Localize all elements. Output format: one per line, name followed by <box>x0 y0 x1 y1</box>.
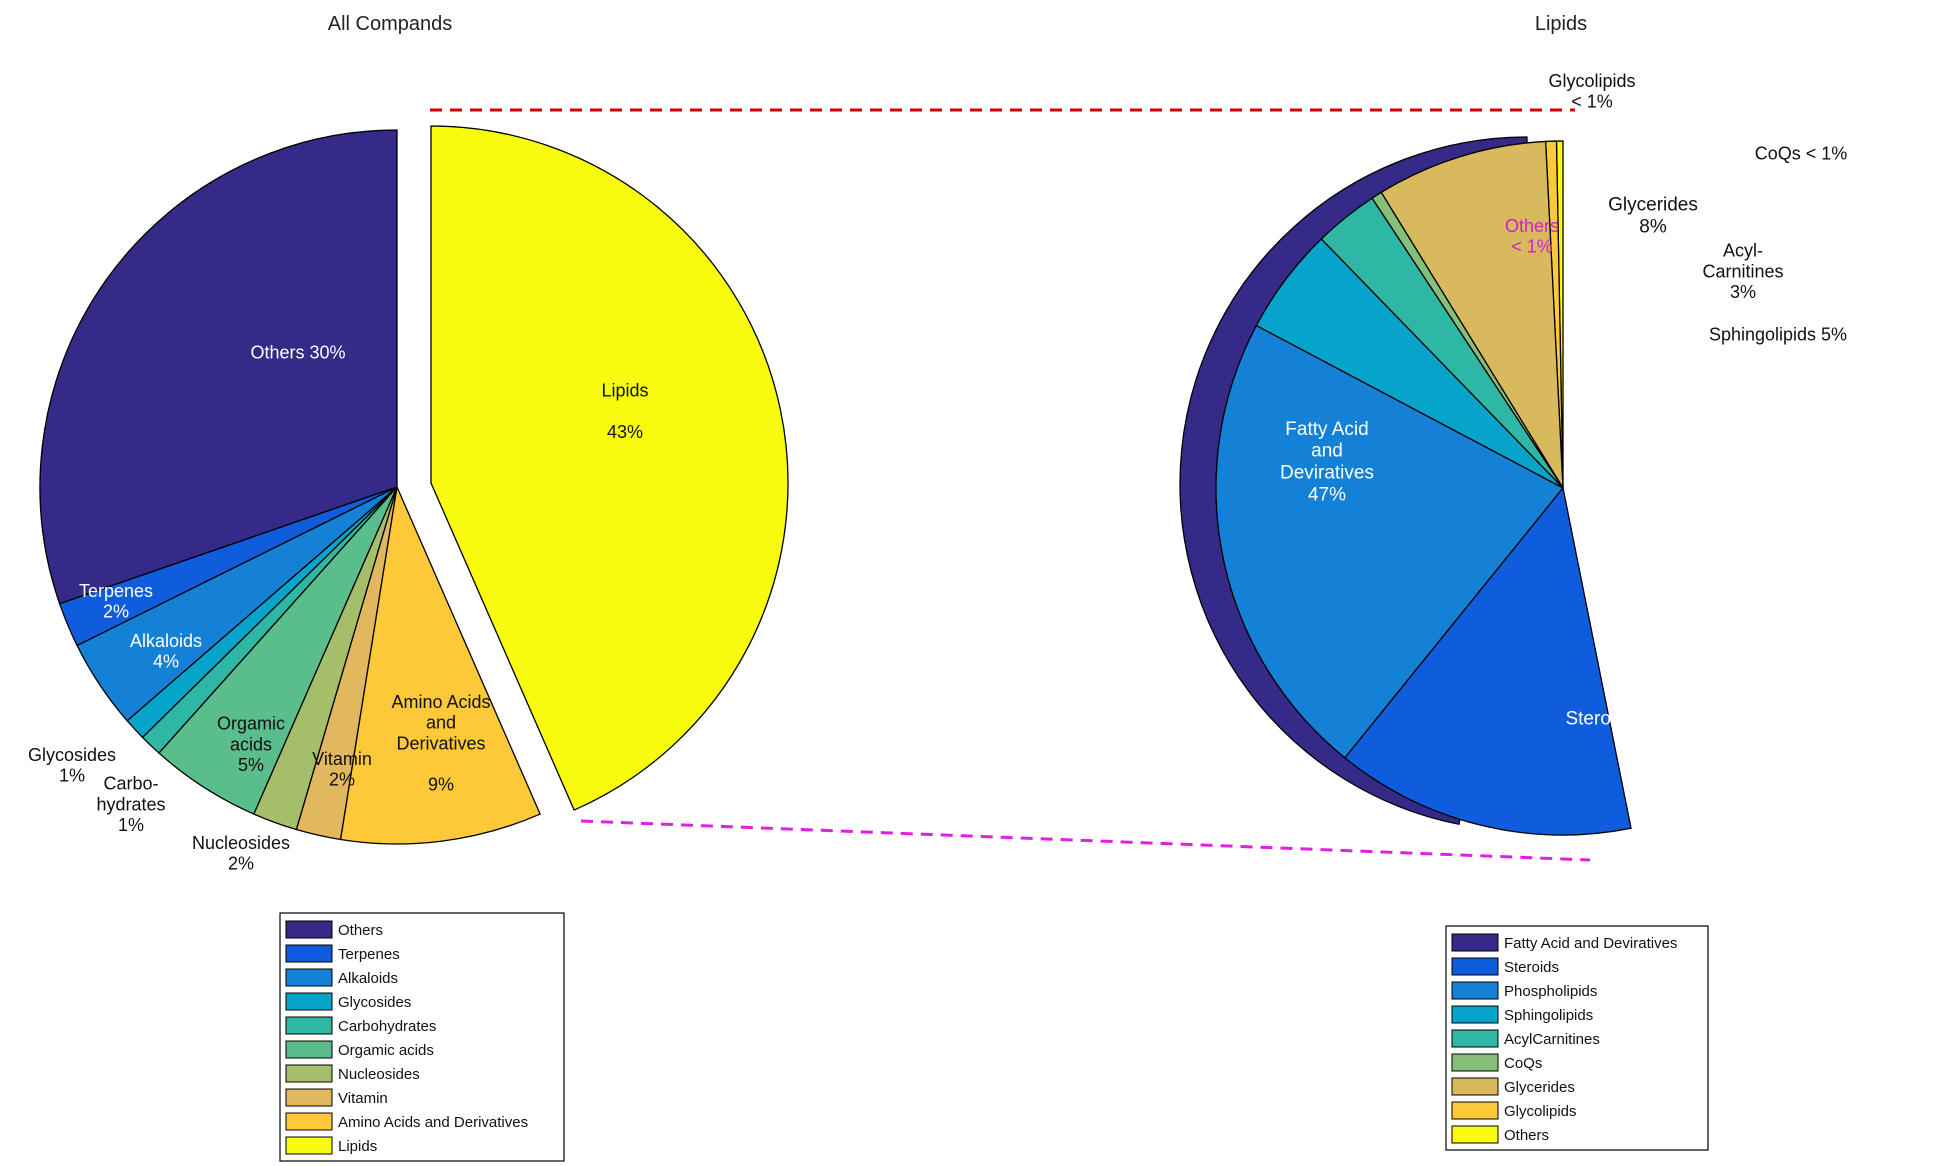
legend-label-steroids: Steroids <box>1504 959 1559 976</box>
legend-swatch-phospholipids <box>1451 981 1499 1000</box>
label-acylcarnitines-line-1: Carnitines <box>1702 261 1783 281</box>
label-others-line-1: < 1% <box>1511 237 1553 257</box>
label-sphingolipids-line-0: Sphingolipids 5% <box>1709 324 1847 344</box>
pie-lipids <box>1179 136 1632 836</box>
legend-lipids: Fatty Acid and Deviratives Steroids Phosph… <box>1445 925 1709 1151</box>
label-orgamic-acids-line-0: Orgamic <box>217 714 285 734</box>
slice-steroids <box>1343 486 1632 836</box>
legend-label-alkaloids: Alkaloids <box>338 970 398 987</box>
label-acylcarnitines-line-2: 3% <box>1730 282 1756 302</box>
label-glycerides-line-1: 8% <box>1639 217 1667 238</box>
label-amino-acids-and-derivatives-line-4: 9% <box>428 775 454 795</box>
label-amino-acids-and-derivatives-line-1: and <box>426 713 456 733</box>
legend-label-phospholipids: Phospholipids <box>1504 983 1597 1000</box>
legend-label-nucleosides: Nucleosides <box>338 1066 420 1083</box>
label-fatty-acid-and-deviratives-line-1: and <box>1311 441 1343 462</box>
legend-label-sphingolipids: Sphingolipids <box>1504 1007 1593 1024</box>
label-orgamic-acids-line-2: 5% <box>238 755 264 775</box>
label-nucleosides-line-1: 2% <box>228 854 254 874</box>
connector-bottom <box>580 819 1591 862</box>
label-steroids-line-0: Steroids 14% <box>1565 709 1678 730</box>
label-alkaloids-line-1: 4% <box>153 652 179 672</box>
legend-label-glycosides: Glycosides <box>338 994 411 1011</box>
slice-labels: Others 30%Terpenes2%Alkaloids4%Glycoside… <box>28 71 1874 874</box>
legend-swatch-orgamic-acids <box>285 1040 333 1059</box>
legend-swatch-others <box>285 920 333 939</box>
legend-swatch-sphingolipids <box>1451 1005 1499 1024</box>
slice-glycerides <box>1380 140 1564 489</box>
legend-swatch-alkaloids <box>285 968 333 987</box>
legend-swatch-others <box>1451 1125 1499 1144</box>
legend-swatch-coqs <box>1451 1053 1499 1072</box>
label-fatty-acid-and-deviratives-line-0: Fatty Acid <box>1285 419 1368 440</box>
label-fatty-acid-and-deviratives-line-2: Deviratives <box>1280 463 1374 484</box>
legend-swatch-lipids <box>285 1136 333 1155</box>
label-lipids-line-0: Lipids <box>601 381 648 401</box>
legends: Others Terpenes Alkaloids Glycosides Carbohy… <box>279 912 1709 1162</box>
legend-label-orgamic-acids: Orgamic acids <box>338 1042 434 1059</box>
label-coqs-line-0: CoQs < 1% <box>1755 143 1848 163</box>
label-alkaloids-line-0: Alkaloids <box>130 631 202 651</box>
label-terpenes-line-1: 2% <box>103 602 129 622</box>
legend-label-acylcarnitines: AcylCarnitines <box>1504 1031 1600 1048</box>
label-carbohydrates-line-0: Carbo- <box>103 774 158 794</box>
label-orgamic-acids-line-1: acids <box>230 734 272 754</box>
label-lipids-line-2: 43% <box>607 422 643 442</box>
zoom-connectors <box>430 108 1591 862</box>
slice-amino-acids-and-derivatives <box>339 484 541 845</box>
label-vitamin-line-0: Vitamin <box>312 749 372 769</box>
slice-lipids <box>430 125 789 811</box>
legend-swatch-amino-acids-and-derivatives <box>285 1112 333 1131</box>
legend-swatch-nucleosides <box>285 1064 333 1083</box>
left-chart-title: All Compands <box>328 13 453 35</box>
legend-label-carbohydrates: Carbohydrates <box>338 1018 436 1035</box>
slice-phospholipids <box>1215 324 1565 759</box>
legend-swatch-steroids <box>1451 957 1499 976</box>
label-others-line-0: Others <box>1505 216 1559 236</box>
label-others-line-0: Others 30% <box>250 342 345 362</box>
legend-label-vitamin: Vitamin <box>338 1090 388 1107</box>
legend-swatch-glycerides <box>1451 1077 1499 1096</box>
legend-label-coqs: CoQs <box>1504 1055 1542 1072</box>
slice-others <box>39 129 398 605</box>
label-vitamin-line-1: 2% <box>329 770 355 790</box>
legend-label-lipids: Lipids <box>338 1138 377 1155</box>
label-glycolipids-line-1: < 1% <box>1571 92 1613 112</box>
legend-label-amino-acids-and-derivatives: Amino Acids and Derivatives <box>338 1114 528 1131</box>
legend-label-others: Others <box>1504 1127 1549 1144</box>
legend-swatch-fatty-acid-and-deviratives <box>1451 933 1499 952</box>
legend-swatch-carbohydrates <box>285 1016 333 1035</box>
label-glycerides-line-0: Glycerides <box>1608 195 1698 216</box>
label-amino-acids-and-derivatives-line-2: Derivatives <box>396 733 485 753</box>
label-glycosides-line-1: 1% <box>59 766 85 786</box>
label-fatty-acid-and-deviratives-line-3: 47% <box>1308 484 1346 505</box>
label-carbohydrates-line-1: hydrates <box>96 794 165 814</box>
label-terpenes-line-0: Terpenes <box>79 581 153 601</box>
legend-label-fatty-acid-and-deviratives: Fatty Acid and Deviratives <box>1504 935 1677 952</box>
label-amino-acids-and-derivatives-line-0: Amino Acids <box>391 692 490 712</box>
legend-label-glycerides: Glycerides <box>1504 1079 1575 1096</box>
label-acylcarnitines-line-0: Acyl- <box>1723 241 1763 261</box>
legend-swatch-acylcarnitines <box>1451 1029 1499 1048</box>
label-nucleosides-line-0: Nucleosides <box>192 833 290 853</box>
legend-label-others: Others <box>338 922 383 939</box>
legend-all-compounds: Others Terpenes Alkaloids Glycosides Carbohy… <box>279 912 565 1162</box>
legend-swatch-glycolipids <box>1451 1101 1499 1120</box>
label-phospholipids-line-0: Phospholipids 22% <box>1712 495 1874 516</box>
label-carbohydrates-line-2: 1% <box>118 815 144 835</box>
legend-label-glycolipids: Glycolipids <box>1504 1103 1577 1120</box>
legend-label-terpenes: Terpenes <box>338 946 400 963</box>
legend-swatch-terpenes <box>285 944 333 963</box>
label-glycosides-line-0: Glycosides <box>28 745 116 765</box>
legend-swatch-vitamin <box>285 1088 333 1107</box>
legend-swatch-glycosides <box>285 992 333 1011</box>
pie-all-compounds <box>39 125 789 845</box>
right-chart-title: Lipids <box>1535 13 1587 35</box>
label-glycolipids-line-0: Glycolipids <box>1548 71 1635 91</box>
